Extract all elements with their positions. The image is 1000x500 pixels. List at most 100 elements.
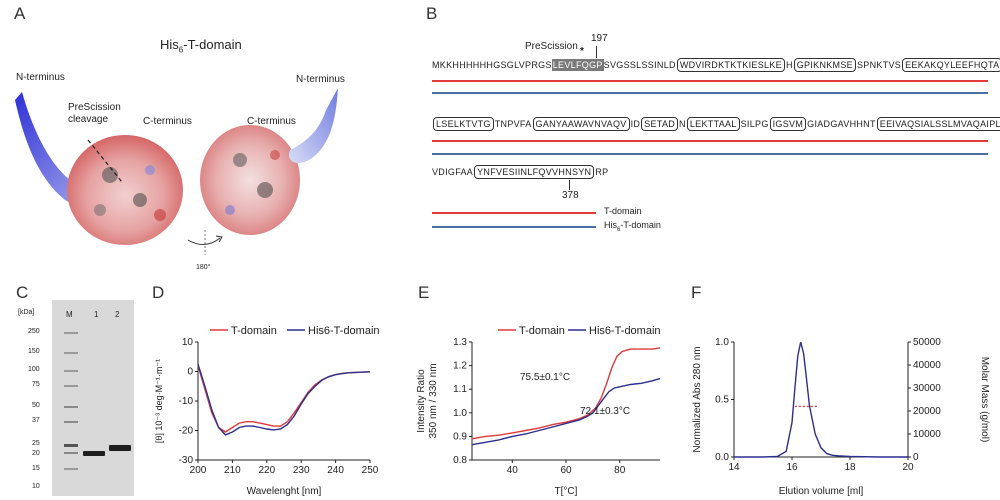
legend-label-his6: His6-T-domain [589, 325, 661, 337]
helix-segment: YNFVESIINLFQVVHNSYN [474, 165, 595, 179]
panel-a-title: His6-T-domain [160, 37, 242, 55]
helix-segment: GANYAAWAVNVAQV [532, 117, 630, 131]
prescission-cleavage-marker [87, 139, 123, 183]
lane-label-m: M [66, 310, 73, 319]
panel-label-d: D [152, 283, 165, 302]
gel-unit-label: [kDa] [18, 309, 35, 316]
panel-label-a: A [14, 4, 26, 23]
y-tick-label: 1.3 [453, 337, 467, 348]
sequence-line-3: VDIGFAA YNFVESIINLFQVVHNSYN RP [432, 165, 608, 179]
prescission-site-sequence: LEVLFQGP [551, 59, 604, 71]
sequence-segment: MKKHHHHHHGSGLVPRGS [432, 60, 552, 70]
y-tick-label: 1.2 [453, 361, 467, 372]
protein-surface-illustration [15, 88, 338, 255]
x-tick-label: 250 [362, 465, 379, 476]
sequence-segment: RP [595, 167, 609, 177]
t-domain-coverage-line-1 [432, 80, 988, 82]
his6-coverage-line-2 [432, 153, 988, 155]
legend-label-his6: His6-T-domain [308, 325, 380, 337]
n-terminal-tail-left [15, 92, 138, 207]
lane-label-1: 1 [94, 310, 99, 319]
residue-197-tick [596, 46, 597, 58]
legend-his6-t-domain: His6-T-domain [604, 220, 661, 233]
panel-label-e: E [418, 283, 430, 302]
cd-spectrum-chart: 200 210 220 230 240 250 10 0 -10 -20 -30 Wavelenght… [154, 325, 380, 497]
helix-segment: SETAD [641, 117, 679, 131]
sequence-segment: SPNKTVS [856, 60, 902, 70]
y-tick-label: -20 [179, 426, 194, 437]
helix-segment: LSELKTVTG [433, 117, 494, 131]
y-tick-label: -30 [179, 455, 194, 466]
x-tick-label: 60 [560, 465, 572, 476]
y-tick-label: 1.0 [453, 408, 467, 419]
x-axis-label: T[°C] [555, 486, 578, 497]
y-right-tick-label: 10000 [913, 429, 941, 440]
c-terminus-right-label: C-terminus [247, 116, 296, 127]
series-line-1 [471, 347, 661, 440]
band-lane-1 [83, 451, 105, 456]
y-tick-label: -10 [179, 396, 194, 407]
sequence-segment: H [785, 60, 793, 70]
y-tick-label: 0.5 [715, 395, 729, 406]
x-tick-label: 220 [258, 465, 275, 476]
helix-segment: EEIVAQSIALSSLMVAQAIPLV [876, 117, 1000, 131]
legend-label-t-domain: T-domain [519, 325, 565, 337]
y-tick-label: 10 [182, 337, 194, 348]
x-tick-label: 200 [190, 465, 207, 476]
y-tick-label: 1.1 [453, 384, 467, 395]
y-right-tick-label: 20000 [913, 406, 941, 417]
prescission-site-label: PreScission [525, 41, 578, 52]
band-lane-2 [109, 445, 131, 451]
sequence-segment: N [679, 119, 686, 129]
x-tick-label: 240 [327, 465, 344, 476]
legend-t-domain: T-domain [604, 206, 642, 216]
t-domain-coverage-line-2 [432, 140, 988, 142]
x-axis-label: Wavelenght [nm] [247, 486, 322, 497]
c-terminus-left-label: C-terminus [143, 116, 192, 127]
y-axis-label-line2: 350 nm / 330 nm [428, 363, 439, 438]
x-tick-label: 18 [844, 462, 856, 473]
annotation-tm-his6: 72.1±0.3°C [580, 406, 630, 417]
series-line-1 [197, 365, 371, 433]
series-line-2 [197, 363, 371, 436]
series-line-1 [734, 341, 908, 458]
t-domain-globule-left [67, 135, 183, 245]
sequence-segment: GIADGAVHHNT [807, 119, 876, 129]
sequence-segment: SILPG [740, 119, 769, 129]
n-terminus-right-label: N-terminus [296, 74, 345, 85]
annotation-tm-t-domain: 75.5±0.1°C [520, 372, 570, 383]
n-terminus-left-label: N-terminus [16, 72, 65, 83]
helix-segment: WDVIRDKTKTKIESLKE [676, 58, 785, 72]
panel-label-c: C [16, 283, 29, 302]
helix-segment: LEKTTAAL [686, 117, 740, 131]
t-domain-coverage-line-3 [432, 212, 596, 214]
legend-label-t-domain: T-domain [231, 325, 277, 337]
sequence-segment: VDIGFAA [432, 167, 474, 177]
y-axis-label: [θ] 10⁻³ deg·M⁻¹·m⁻¹ [154, 359, 164, 443]
y-right-tick-label: 30000 [913, 383, 941, 394]
n-terminal-tail-right [288, 88, 338, 164]
y-right-tick-label: 0 [913, 452, 919, 463]
sequence-segment: ID [630, 119, 641, 129]
sec-mals-chart: 14 16 18 20 0.0 0.5 1.0 0 10000 20000 30000 40000 50… [692, 337, 990, 497]
x-tick-label: 80 [614, 465, 626, 476]
x-tick-label: 40 [507, 465, 519, 476]
sequence-segment: SVGSSLSSINLD [603, 60, 676, 70]
panel-label-f: F [691, 283, 702, 302]
y-axis-label: Normalized Abs 280 nm [692, 346, 703, 452]
y-right-tick-label: 50000 [913, 337, 941, 348]
x-axis-label: Elution volume [ml] [779, 486, 864, 497]
y-right-tick-label: 40000 [913, 360, 941, 371]
panel-label-b: B [426, 4, 438, 23]
sequence-line-2: LSELKTVTG TNPVFA GANYAAWAVNVAQV ID SETAD N LEK… [432, 117, 1000, 131]
thermal-unfolding-chart: 40 60 80 1.3 1.2 1.1 1.0 0.9 0.8 T[°C] Intensity R… [416, 325, 661, 497]
residue-378-tick [569, 180, 570, 190]
residue-378-label: 378 [562, 190, 579, 201]
residue-197-label: 197 [591, 33, 608, 44]
sequence-segment: TNPVFA [494, 119, 532, 129]
helix-segment: GPIKNKMSE [793, 58, 856, 72]
sds-page-gel: M 1 2 [52, 300, 134, 496]
sequence-line-1: MKKHHHHHHGSGLVPRGSLEVLFQGPSVGSSLSSINLD WD… [432, 58, 1000, 72]
rotation-arrow-icon [187, 237, 221, 245]
his6-coverage-line-1 [432, 92, 988, 94]
